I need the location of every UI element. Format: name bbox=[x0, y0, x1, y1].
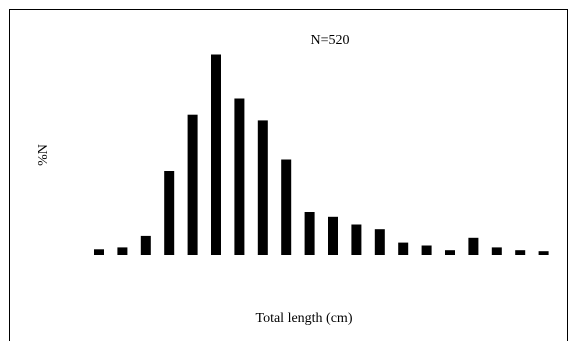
bar-10 bbox=[304, 212, 315, 255]
bar-15 bbox=[421, 245, 432, 255]
bar-13 bbox=[374, 229, 385, 255]
bar-20 bbox=[538, 251, 549, 255]
bar-2 bbox=[117, 247, 128, 255]
bar-7 bbox=[234, 98, 245, 255]
x-axis-label: Total length (cm) bbox=[256, 311, 353, 326]
bar-19 bbox=[515, 250, 526, 255]
bar-9 bbox=[281, 159, 292, 255]
bar-18 bbox=[491, 247, 502, 255]
bar-8 bbox=[257, 120, 268, 256]
bar-11 bbox=[328, 216, 338, 255]
bar-group bbox=[94, 54, 549, 256]
bar-6 bbox=[211, 54, 221, 255]
bar-4 bbox=[164, 171, 175, 255]
y-axis-label: %N bbox=[36, 144, 51, 166]
bar-1 bbox=[94, 249, 104, 255]
bar-17 bbox=[468, 237, 479, 255]
bar-14 bbox=[398, 242, 409, 255]
bar-12 bbox=[351, 224, 362, 255]
bar-3 bbox=[140, 235, 151, 255]
bar-16 bbox=[445, 250, 455, 255]
bar-5 bbox=[187, 114, 198, 255]
chart-title: N=520 bbox=[310, 33, 349, 48]
